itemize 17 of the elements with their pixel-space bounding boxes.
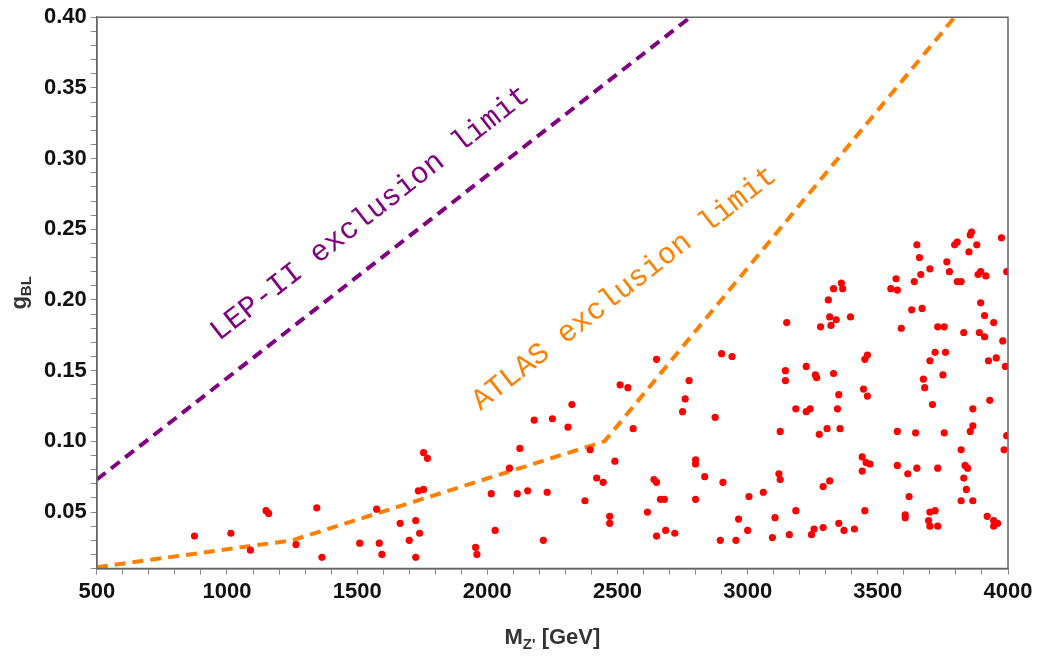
y-tick-label: 0.40	[43, 3, 87, 29]
x-tick-label: 500	[78, 577, 116, 603]
y-tick-label: 0.35	[43, 73, 87, 99]
x-tick-label: 1000	[202, 577, 252, 603]
y-tick-label: 0.25	[43, 215, 87, 241]
y-tick-label: 0.20	[43, 286, 87, 312]
x-tick-label: 4000	[983, 577, 1033, 603]
x-tick-label: 2000	[462, 577, 512, 603]
y-tick-label: 0.10	[43, 427, 87, 453]
x-tick-label: 1500	[332, 577, 382, 603]
y-axis-title: gBL	[6, 276, 34, 310]
x-tick-label: 3500	[853, 577, 903, 603]
x-tick-label: 2500	[593, 577, 642, 603]
y-tick-label: 0.15	[43, 356, 87, 382]
y-tick-label: 0.30	[43, 144, 87, 170]
y-tick-label: 0.05	[43, 498, 87, 524]
x-tick-label: 3000	[723, 577, 773, 603]
